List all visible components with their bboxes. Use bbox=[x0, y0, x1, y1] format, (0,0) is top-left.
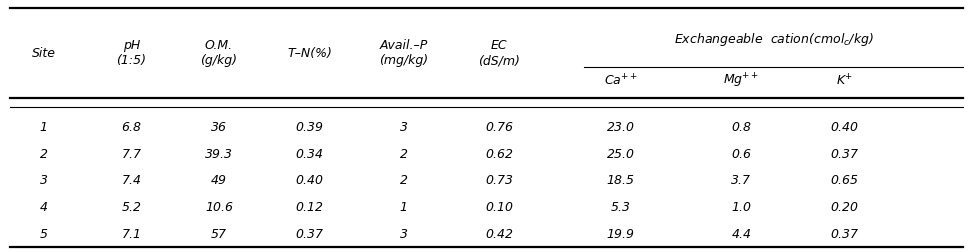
Text: 23.0: 23.0 bbox=[607, 121, 634, 134]
Text: 1: 1 bbox=[400, 200, 408, 213]
Text: 57: 57 bbox=[211, 227, 227, 240]
Text: EC: EC bbox=[490, 39, 508, 52]
Text: 0.40: 0.40 bbox=[296, 174, 323, 187]
Text: T–N(%): T–N(%) bbox=[287, 46, 332, 59]
Text: 1.0: 1.0 bbox=[732, 200, 751, 213]
Text: (g/kg): (g/kg) bbox=[200, 54, 237, 67]
Text: 0.42: 0.42 bbox=[486, 227, 513, 240]
Text: 5.3: 5.3 bbox=[611, 200, 631, 213]
Text: 0.73: 0.73 bbox=[486, 174, 513, 187]
Text: 19.9: 19.9 bbox=[607, 227, 634, 240]
Text: 2: 2 bbox=[400, 174, 408, 187]
Text: 2: 2 bbox=[40, 147, 48, 160]
Text: 0.39: 0.39 bbox=[296, 121, 323, 134]
Text: 6.8: 6.8 bbox=[122, 121, 141, 134]
Text: 0.6: 0.6 bbox=[732, 147, 751, 160]
Text: 0.37: 0.37 bbox=[831, 147, 858, 160]
Text: 7.1: 7.1 bbox=[122, 227, 141, 240]
Text: 39.3: 39.3 bbox=[205, 147, 233, 160]
Text: 3: 3 bbox=[400, 227, 408, 240]
Text: 3: 3 bbox=[40, 174, 48, 187]
Text: 3: 3 bbox=[400, 121, 408, 134]
Text: (1:5): (1:5) bbox=[117, 54, 146, 67]
Text: 0.76: 0.76 bbox=[486, 121, 513, 134]
Text: Exchangeable  cation(cmol$_c$/kg): Exchangeable cation(cmol$_c$/kg) bbox=[673, 30, 874, 48]
Text: 36: 36 bbox=[211, 121, 227, 134]
Text: 0.12: 0.12 bbox=[296, 200, 323, 213]
Text: 7.4: 7.4 bbox=[122, 174, 141, 187]
Text: 0.20: 0.20 bbox=[831, 200, 858, 213]
Text: 18.5: 18.5 bbox=[607, 174, 634, 187]
Text: Avail.–P: Avail.–P bbox=[379, 39, 428, 52]
Text: 25.0: 25.0 bbox=[607, 147, 634, 160]
Text: 4.4: 4.4 bbox=[732, 227, 751, 240]
Text: 2: 2 bbox=[400, 147, 408, 160]
Text: 0.8: 0.8 bbox=[732, 121, 751, 134]
Text: 5.2: 5.2 bbox=[122, 200, 141, 213]
Text: K$^{+}$: K$^{+}$ bbox=[836, 73, 853, 88]
Text: 10.6: 10.6 bbox=[205, 200, 233, 213]
Text: Ca$^{++}$: Ca$^{++}$ bbox=[604, 73, 637, 88]
Text: (dS/m): (dS/m) bbox=[478, 54, 521, 67]
Text: 4: 4 bbox=[40, 200, 48, 213]
Text: 0.10: 0.10 bbox=[486, 200, 513, 213]
Text: Site: Site bbox=[32, 46, 55, 59]
Text: 0.34: 0.34 bbox=[296, 147, 323, 160]
Text: 5: 5 bbox=[40, 227, 48, 240]
Text: (mg/kg): (mg/kg) bbox=[379, 54, 428, 67]
Text: 7.7: 7.7 bbox=[122, 147, 141, 160]
Text: O.M.: O.M. bbox=[205, 39, 233, 52]
Text: 1: 1 bbox=[40, 121, 48, 134]
Text: 0.62: 0.62 bbox=[486, 147, 513, 160]
Text: 0.37: 0.37 bbox=[831, 227, 858, 240]
Text: Mg$^{++}$: Mg$^{++}$ bbox=[723, 72, 760, 90]
Text: pH: pH bbox=[123, 39, 140, 52]
Text: 49: 49 bbox=[211, 174, 227, 187]
Text: 0.65: 0.65 bbox=[831, 174, 858, 187]
Text: 0.40: 0.40 bbox=[831, 121, 858, 134]
Text: 0.37: 0.37 bbox=[296, 227, 323, 240]
Text: 3.7: 3.7 bbox=[732, 174, 751, 187]
